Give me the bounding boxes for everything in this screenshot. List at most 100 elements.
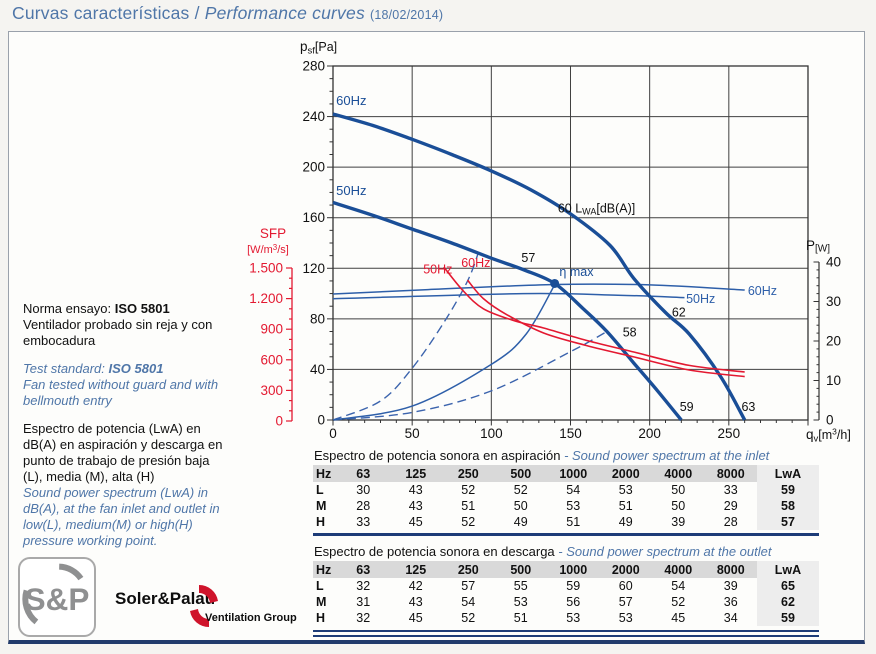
table-row: H 32 45 52 51 53 53 45 34 59 <box>313 610 819 626</box>
svg-text:120: 120 <box>302 261 325 276</box>
flow-axis-label: qv[m3/h] <box>806 427 851 445</box>
svg-text:40: 40 <box>826 255 841 270</box>
inlet-spectrum-block: Espectro de potencia sonora en aspiració… <box>313 448 819 536</box>
power-axis: 0 10 20 30 40P[W] <box>806 238 841 428</box>
table-cell: 54 <box>566 483 581 497</box>
table-cell: 45 <box>408 611 423 625</box>
table-cell: 49 <box>618 515 633 529</box>
col-header: 125 <box>389 561 442 578</box>
eta-max-point <box>550 278 560 288</box>
table-cell: 53 <box>566 611 581 625</box>
col-header: 250 <box>442 561 495 578</box>
table-cell: 34 <box>723 611 738 625</box>
title-date: (18/02/2014) <box>369 8 444 22</box>
outlet-spectrum-block: Espectro de potencia sonora en descarga … <box>313 544 819 637</box>
svg-text:100: 100 <box>480 426 503 441</box>
col-header: LwA <box>757 465 819 482</box>
note-spectrum-en: Sound power spectrum (LwA) in dB(A), at … <box>23 485 220 548</box>
table-cell: 52 <box>513 483 528 497</box>
series-system-high <box>332 251 480 421</box>
table-cell: 57 <box>461 579 476 593</box>
col-header: 1000 <box>547 561 600 578</box>
series-sfp-50hz <box>443 266 745 373</box>
col-header: 125 <box>389 465 442 482</box>
svg-text:80: 80 <box>310 311 325 326</box>
table-row: M 28 43 51 50 53 51 50 29 58 <box>313 498 819 514</box>
svg-text:200: 200 <box>638 426 661 441</box>
svg-text:250: 250 <box>718 426 741 441</box>
table-cell: 43 <box>408 595 423 609</box>
series-pressure-60hz <box>332 112 747 421</box>
svg-text:30: 30 <box>826 294 841 309</box>
annotation-59: 59 <box>680 400 694 414</box>
table-cell: 50 <box>671 483 686 497</box>
annotation-57: 57 <box>521 251 535 265</box>
table-cell: 30 <box>356 483 371 497</box>
col-header: LwA <box>757 561 819 578</box>
table-cell: 52 <box>461 515 476 529</box>
annotation-63: 63 <box>741 400 755 414</box>
series-system-eta <box>332 284 556 421</box>
col-header: 500 <box>494 561 547 578</box>
svg-text:150: 150 <box>559 426 582 441</box>
svg-text:20: 20 <box>826 334 841 349</box>
sp-logo-box: S&P <box>18 557 96 637</box>
svg-text:600: 600 <box>260 352 283 367</box>
table-cell: 51 <box>618 499 633 513</box>
ventilation-group-label: Ventilation Group <box>205 612 297 624</box>
series-system-low <box>332 330 608 421</box>
svg-text:0: 0 <box>826 413 834 428</box>
soler-palau-wordmark: Soler&Palau <box>115 589 216 608</box>
table-cell: 53 <box>566 499 581 513</box>
row-label: M <box>316 499 327 513</box>
table-cell: 32 <box>356 611 371 625</box>
col-header: 63 <box>337 561 390 578</box>
table-header-row: Hz 63 125 250 500 1000 2000 4000 8000 LwA <box>313 561 819 578</box>
annotation-60hz: 60Hz <box>336 93 366 108</box>
svg-text:900: 900 <box>260 322 283 337</box>
table-cell: 54 <box>461 595 476 609</box>
col-header: 63 <box>337 465 390 482</box>
table-cell: 50 <box>513 499 528 513</box>
table-cell: 53 <box>513 595 528 609</box>
svg-text:1.200: 1.200 <box>249 291 283 306</box>
curve-annotations: 60Hz 50Hz 57 58 59 62 63 60 LWA[dB(A)] 50Hz 60Hz 6… <box>336 93 777 414</box>
table-row: M 31 43 54 53 56 57 52 36 62 <box>313 594 819 610</box>
table-cell: 60 <box>618 579 633 593</box>
table-row: L 32 42 57 55 59 60 54 39 65 <box>313 578 819 594</box>
col-header: Hz <box>313 465 337 482</box>
annotation-60hz: 60Hz <box>748 284 777 298</box>
divider-line <box>313 533 819 536</box>
lwa-cell: 59 <box>757 610 819 626</box>
table-cell: 45 <box>671 611 686 625</box>
col-header: 2000 <box>599 465 652 482</box>
table-cell: 39 <box>723 579 738 593</box>
sfp-axis-label: SFP <box>260 226 286 241</box>
fan-swirl-icon <box>190 584 218 628</box>
svg-text:1.500: 1.500 <box>249 261 283 276</box>
gridlines <box>333 65 808 420</box>
table-cell: 53 <box>618 483 633 497</box>
col-header: 1000 <box>547 465 600 482</box>
title-es: Curvas características <box>12 3 190 23</box>
table-cell: 28 <box>723 515 738 529</box>
row-label: H <box>316 611 326 625</box>
table-cell: 59 <box>566 579 581 593</box>
table-cell: 32 <box>356 579 371 593</box>
outlet-spectrum-table: Hz 63 125 250 500 1000 2000 4000 8000 LwA L 32 42 57 5… <box>313 561 819 626</box>
pressure-axis-label: psf[Pa] <box>300 39 337 57</box>
table-cell: 43 <box>408 483 423 497</box>
inlet-table-title: Espectro de potencia sonora en aspiració… <box>314 448 770 463</box>
double-divider-line <box>313 630 819 637</box>
svg-text:40: 40 <box>310 362 325 377</box>
flow-axis: 0 50 100 150 200 250 qv[m3/h] <box>329 420 851 445</box>
table-cell: 51 <box>566 515 581 529</box>
svg-text:300: 300 <box>260 383 283 398</box>
title-en: Performance curves <box>204 3 365 23</box>
svg-text:280: 280 <box>302 58 325 73</box>
table-cell: 29 <box>723 499 738 513</box>
svg-text:50: 50 <box>405 426 420 441</box>
